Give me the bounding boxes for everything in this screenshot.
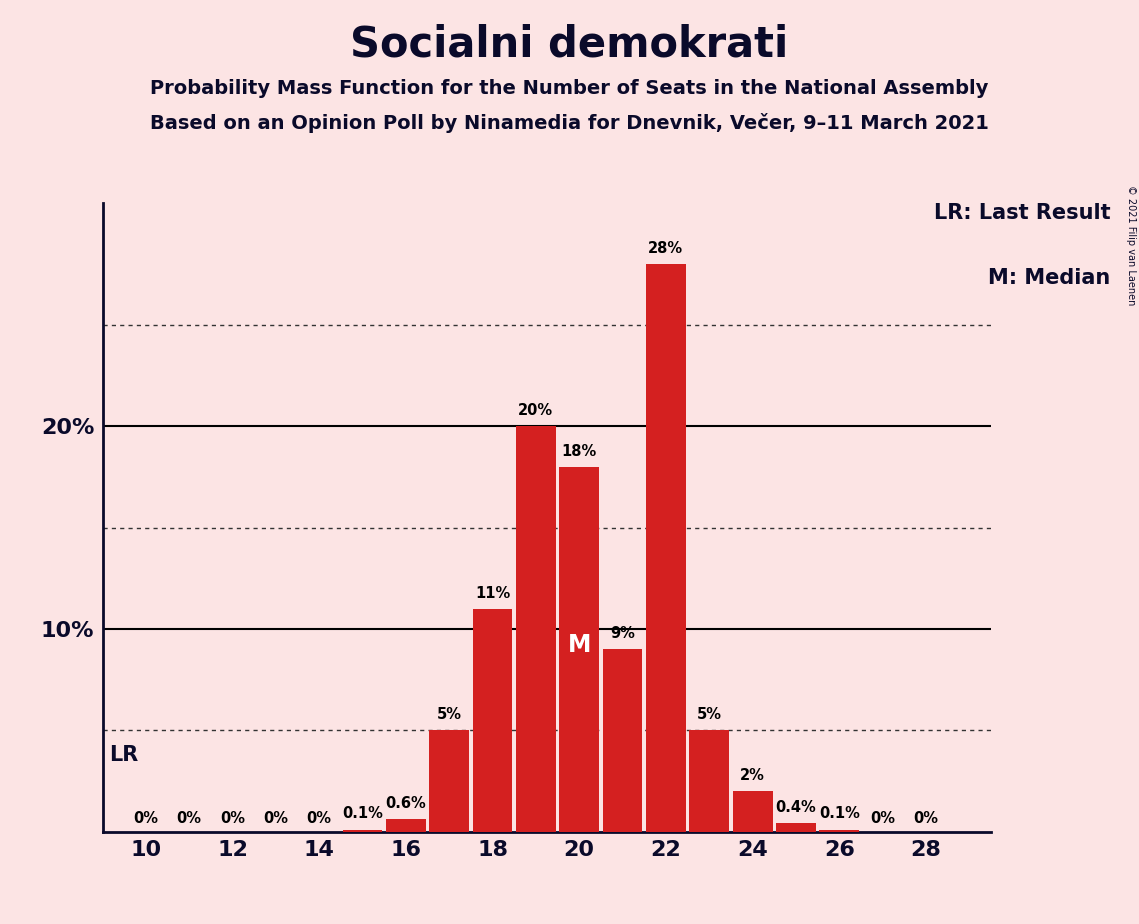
Text: 0%: 0%: [306, 810, 331, 825]
Text: 0%: 0%: [177, 810, 202, 825]
Text: 2%: 2%: [740, 768, 765, 783]
Bar: [343, 830, 383, 832]
Text: Probability Mass Function for the Number of Seats in the National Assembly: Probability Mass Function for the Number…: [150, 79, 989, 98]
Bar: [819, 830, 859, 832]
Text: Socialni demokrati: Socialni demokrati: [351, 23, 788, 65]
Bar: [689, 730, 729, 832]
Bar: [732, 791, 772, 832]
Text: 0.1%: 0.1%: [342, 807, 383, 821]
Bar: [646, 264, 686, 832]
Text: 0%: 0%: [870, 810, 895, 825]
Text: © 2021 Filip van Laenen: © 2021 Filip van Laenen: [1125, 185, 1136, 305]
Text: 18%: 18%: [562, 444, 597, 458]
Bar: [516, 426, 556, 832]
Text: 5%: 5%: [697, 707, 722, 723]
Text: 0%: 0%: [913, 810, 939, 825]
Bar: [386, 820, 426, 832]
Bar: [429, 730, 469, 832]
Text: LR: Last Result: LR: Last Result: [934, 203, 1111, 224]
Text: 0.1%: 0.1%: [819, 807, 860, 821]
Text: 11%: 11%: [475, 586, 510, 601]
Text: 0%: 0%: [263, 810, 288, 825]
Bar: [559, 467, 599, 832]
Bar: [776, 823, 816, 832]
Text: 0%: 0%: [133, 810, 158, 825]
Text: 9%: 9%: [611, 626, 636, 641]
Text: LR: LR: [109, 745, 138, 764]
Text: Based on an Opinion Poll by Ninamedia for Dnevnik, Večer, 9–11 March 2021: Based on an Opinion Poll by Ninamedia fo…: [150, 113, 989, 133]
Text: 5%: 5%: [436, 707, 461, 723]
Text: M: Median: M: Median: [989, 268, 1111, 288]
Text: 0.6%: 0.6%: [385, 796, 426, 811]
Text: 0%: 0%: [220, 810, 245, 825]
Text: M: M: [567, 633, 591, 657]
Bar: [603, 650, 642, 832]
Text: 0.4%: 0.4%: [776, 800, 817, 815]
Text: 20%: 20%: [518, 403, 554, 419]
Bar: [473, 609, 513, 832]
Text: 28%: 28%: [648, 241, 683, 256]
